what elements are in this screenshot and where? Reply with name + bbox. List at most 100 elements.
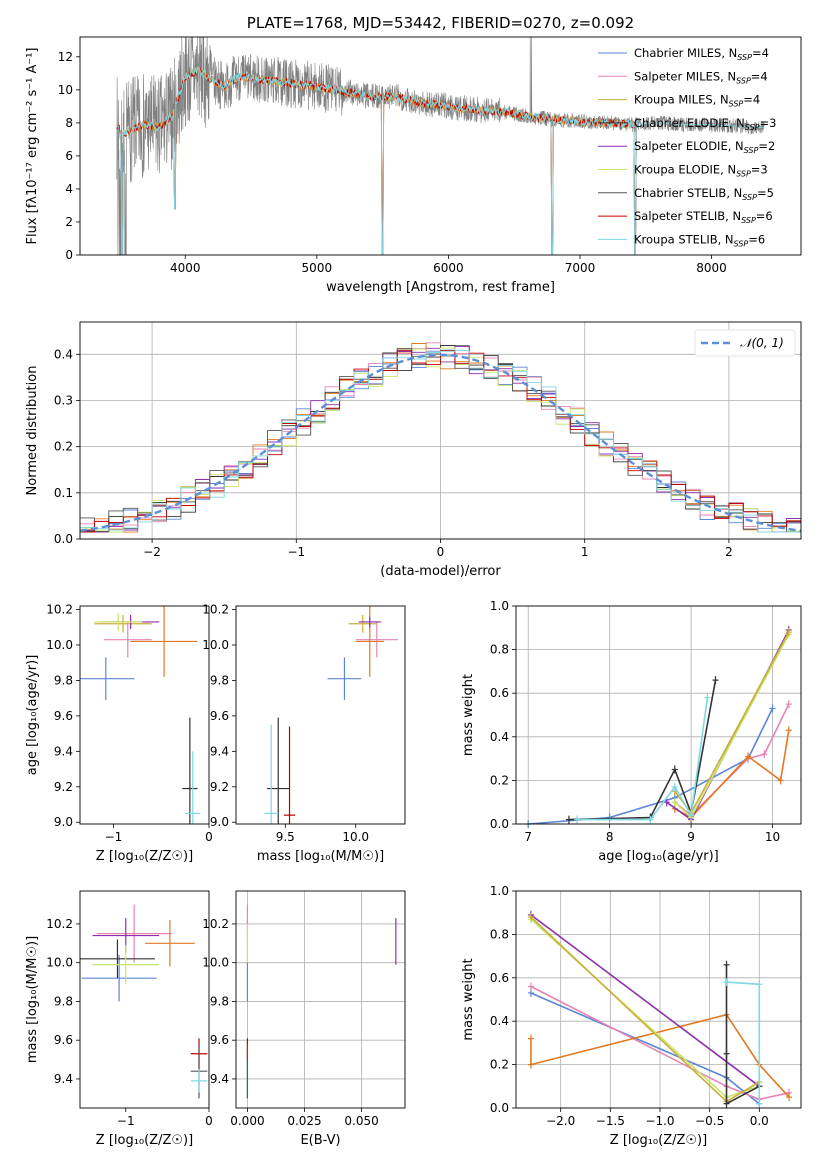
weight-series: [577, 697, 709, 821]
x-tick-label: 9: [687, 830, 695, 844]
x-tick-label: 9.5: [276, 830, 295, 844]
y-tick-label: 9.6: [54, 709, 73, 723]
y-tick-label: 0.4: [54, 347, 73, 361]
y-tick-label: 0.3: [54, 393, 73, 407]
x-tick-label: −2.0: [546, 1114, 575, 1128]
spectrum-panel: PLATE=1768, MJD=53442, FIBERID=0270, z=0…: [25, 14, 802, 295]
legend-subscript: SSP: [729, 100, 744, 109]
y-tick-label: 9.8: [210, 994, 229, 1008]
y-tick-label: 0.0: [490, 817, 509, 831]
mass-vs-ebv-panel: 0.000 0.025 0.050 9.4 9.6 9.8 10.0 10.2 E(B-V): [202, 890, 406, 1148]
y-tick-label: 10.0: [202, 638, 229, 652]
x-tick-label: −1.0: [645, 1114, 674, 1128]
y-tick-label: 9.2: [54, 780, 73, 794]
legend-label: Kroupa MILES, NSSP=4: [634, 93, 760, 109]
legend-label: Kroupa STELIB, NSSP=6: [634, 232, 765, 248]
x-tick-label: 0: [205, 830, 213, 844]
legend-count: =5: [757, 186, 774, 200]
y-tick-label: 8: [65, 116, 73, 130]
x-tick-label: −1: [117, 1114, 135, 1128]
age-vs-mass-panel: 9.5 10.0 9.0 9.2 9.4 9.6 9.8 10.0 10.2 mass [log₁…: [202, 603, 406, 864]
y-tick-label: 0.0: [54, 532, 73, 546]
y-tick-label: 2: [65, 215, 73, 229]
x-tick-label: 0.000: [230, 1114, 264, 1128]
y-tick-label: 10.2: [46, 603, 73, 617]
y-axis-label: Flux [fλ10⁻¹⁷ erg cm⁻² s⁻¹ A⁻¹]: [25, 48, 40, 245]
legend-count: =3: [760, 116, 777, 130]
legend-name: Chabrier ELODIE, N: [634, 116, 745, 130]
legend-count: =4: [743, 93, 760, 107]
legend-count: =4: [752, 46, 769, 60]
y-axis-label: age [log₁₀(age/yr)]: [25, 655, 40, 776]
y-tick-label: 0.4: [490, 730, 509, 744]
legend-count: =3: [751, 163, 768, 177]
legend-label: Salpeter ELODIE, NSSP=2: [634, 139, 775, 155]
x-tick-label: 7000: [565, 261, 596, 275]
x-tick-label: 10.0: [342, 830, 369, 844]
legend-subscript: SSP: [742, 193, 757, 202]
x-tick-label: 5000: [302, 261, 333, 275]
legend-subscript: SSP: [736, 76, 751, 85]
histogram-series: [80, 349, 801, 533]
y-tick-label: 0.2: [490, 773, 509, 787]
x-axis-label: mass [log₁₀(M/M☉)]: [257, 849, 384, 864]
y-axis-label: Normed distribution: [25, 366, 40, 496]
x-tick-label: 0: [437, 545, 445, 559]
legend-label: Chabrier MILES, NSSP=4: [634, 46, 769, 62]
y-tick-label: 9.8: [210, 673, 229, 687]
x-axis-label: Z [log₁₀(Z/Z☉)]: [96, 849, 193, 864]
data-spectrum: [116, 37, 765, 255]
y-tick-label: 0.4: [490, 1014, 509, 1028]
chart-title: PLATE=1768, MJD=53442, FIBERID=0270, z=0…: [247, 14, 634, 32]
legend-subscript: SSP: [737, 53, 752, 62]
weight-series: [666, 629, 790, 821]
y-tick-label: 9.2: [210, 780, 229, 794]
y-tick-label: 9.6: [54, 1033, 73, 1047]
x-tick-label: 2: [725, 545, 733, 559]
x-tick-label: 6000: [433, 261, 464, 275]
plot-frame: [515, 890, 802, 1109]
plot-frame: [79, 605, 210, 825]
y-tick-label: 0: [65, 248, 73, 262]
y-tick-label: 9.4: [54, 744, 73, 758]
y-tick-label: 9.8: [54, 994, 73, 1008]
weight-series: [530, 992, 760, 1105]
weight-vs-z-panel: −2.0 −1.5 −1.0 −0.5 0.0 0.0 0.2 0.4 0.6 0.8 1.0 Z […: [461, 884, 802, 1148]
y-tick-label: 9.4: [54, 1072, 73, 1086]
y-tick-label: 10.2: [46, 917, 73, 931]
plot-frame: [515, 605, 802, 825]
legend-subscript: SSP: [744, 146, 759, 155]
legend-count: =6: [756, 209, 773, 223]
y-axis-label: mass [log₁₀(M/M☉)]: [25, 936, 40, 1063]
plot-frame: [79, 890, 210, 1109]
legend-label: Kroupa ELODIE, NSSP=3: [634, 163, 768, 179]
model-line: [116, 66, 765, 255]
y-tick-label: 9.6: [210, 1033, 229, 1047]
x-tick-label: −1: [287, 545, 305, 559]
y-tick-label: 1.0: [490, 884, 509, 898]
weight-series: [674, 631, 790, 815]
legend-box: [694, 329, 796, 357]
legend-label: 𝒩(0, 1): [740, 336, 784, 350]
plot-frame: [79, 321, 802, 540]
legend-count: =4: [751, 69, 768, 83]
normal-curve: [79, 353, 802, 533]
x-tick-label: 0.025: [287, 1114, 321, 1128]
y-tick-label: 0.2: [490, 1058, 509, 1072]
weight-series: [528, 708, 774, 824]
weight-vs-age-panel: 7 8 9 10 0.0 0.2 0.4 0.6 0.8 1.0 age [log₁₀(age/yr…: [461, 599, 802, 864]
weight-series: [674, 703, 790, 817]
y-tick-label: 0.6: [490, 971, 509, 985]
legend-name: Kroupa ELODIE, N: [634, 163, 736, 177]
residuals-panel: −2 −1 0 1 2 0.0 0.1 0.2 0.3 0.4 (data-model)/error…: [25, 321, 802, 579]
x-tick-label: 10: [765, 830, 780, 844]
weight-series: [530, 985, 790, 1101]
weight-series: [530, 914, 760, 1087]
y-tick-label: 12: [58, 50, 73, 64]
x-tick-label: 4000: [170, 261, 201, 275]
x-axis-label: Z [log₁₀(Z/Z☉)]: [610, 1133, 707, 1148]
y-axis-label: mass weight: [461, 958, 476, 1040]
legend-name: Salpeter MILES, N: [634, 69, 736, 83]
legend-name: Kroupa STELIB, N: [634, 232, 734, 246]
